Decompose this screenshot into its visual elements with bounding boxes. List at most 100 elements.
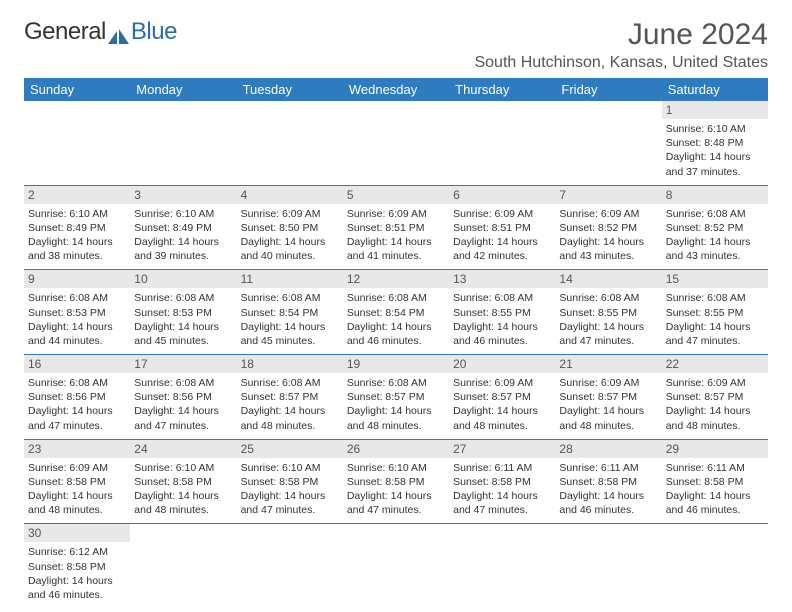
calendar-cell: 16Sunrise: 6:08 AMSunset: 8:56 PMDayligh… — [24, 355, 130, 440]
logo-text-blue: Blue — [131, 18, 177, 46]
day-details: Sunrise: 6:10 AMSunset: 8:58 PMDaylight:… — [237, 458, 343, 524]
calendar-body: ..............................1Sunrise: … — [24, 101, 768, 608]
day-details: Sunrise: 6:11 AMSunset: 8:58 PMDaylight:… — [555, 458, 661, 524]
location: South Hutchinson, Kansas, United States — [474, 54, 768, 72]
calendar-cell: 12Sunrise: 6:08 AMSunset: 8:54 PMDayligh… — [343, 270, 449, 355]
calendar-cell: 26Sunrise: 6:10 AMSunset: 8:58 PMDayligh… — [343, 439, 449, 524]
calendar-cell: ..... — [449, 524, 555, 608]
day-number: 10 — [130, 270, 236, 288]
calendar-cell: ..... — [555, 101, 661, 185]
calendar-cell: 13Sunrise: 6:08 AMSunset: 8:55 PMDayligh… — [449, 270, 555, 355]
calendar-cell: 14Sunrise: 6:08 AMSunset: 8:55 PMDayligh… — [555, 270, 661, 355]
calendar-cell: 2Sunrise: 6:10 AMSunset: 8:49 PMDaylight… — [24, 185, 130, 270]
day-details: Sunrise: 6:10 AMSunset: 8:49 PMDaylight:… — [24, 204, 130, 270]
calendar-cell: 17Sunrise: 6:08 AMSunset: 8:56 PMDayligh… — [130, 355, 236, 440]
day-number: 27 — [449, 440, 555, 458]
calendar-week-row: 23Sunrise: 6:09 AMSunset: 8:58 PMDayligh… — [24, 439, 768, 524]
day-details: Sunrise: 6:08 AMSunset: 8:54 PMDaylight:… — [343, 288, 449, 354]
day-details: Sunrise: 6:08 AMSunset: 8:57 PMDaylight:… — [343, 373, 449, 439]
calendar-cell: 23Sunrise: 6:09 AMSunset: 8:58 PMDayligh… — [24, 439, 130, 524]
calendar-table: Sunday Monday Tuesday Wednesday Thursday… — [24, 78, 768, 608]
day-number: 2 — [24, 186, 130, 204]
day-number: 13 — [449, 270, 555, 288]
day-number: 29 — [662, 440, 768, 458]
calendar-cell: 15Sunrise: 6:08 AMSunset: 8:55 PMDayligh… — [662, 270, 768, 355]
day-number: 16 — [24, 355, 130, 373]
calendar-cell: 19Sunrise: 6:08 AMSunset: 8:57 PMDayligh… — [343, 355, 449, 440]
calendar-cell: ..... — [130, 101, 236, 185]
calendar-cell: ..... — [24, 101, 130, 185]
day-number: 7 — [555, 186, 661, 204]
calendar-cell: 30Sunrise: 6:12 AMSunset: 8:58 PMDayligh… — [24, 524, 130, 608]
calendar-cell: ..... — [130, 524, 236, 608]
day-details: Sunrise: 6:08 AMSunset: 8:54 PMDaylight:… — [237, 288, 343, 354]
day-number: 26 — [343, 440, 449, 458]
day-details: Sunrise: 6:08 AMSunset: 8:56 PMDaylight:… — [24, 373, 130, 439]
calendar-cell: ..... — [343, 524, 449, 608]
weekday-header: Sunday — [24, 78, 130, 101]
day-number: 25 — [237, 440, 343, 458]
title-block: June 2024 South Hutchinson, Kansas, Unit… — [474, 18, 768, 72]
day-number: 20 — [449, 355, 555, 373]
day-number: 1 — [662, 101, 768, 119]
calendar-cell: 18Sunrise: 6:08 AMSunset: 8:57 PMDayligh… — [237, 355, 343, 440]
day-number: 14 — [555, 270, 661, 288]
day-number: 19 — [343, 355, 449, 373]
day-details: Sunrise: 6:09 AMSunset: 8:57 PMDaylight:… — [449, 373, 555, 439]
calendar-cell: 7Sunrise: 6:09 AMSunset: 8:52 PMDaylight… — [555, 185, 661, 270]
calendar-week-row: 30Sunrise: 6:12 AMSunset: 8:58 PMDayligh… — [24, 524, 768, 608]
calendar-cell: ..... — [662, 524, 768, 608]
day-number: 22 — [662, 355, 768, 373]
weekday-header: Thursday — [449, 78, 555, 101]
calendar-week-row: 16Sunrise: 6:08 AMSunset: 8:56 PMDayligh… — [24, 355, 768, 440]
calendar-week-row: 9Sunrise: 6:08 AMSunset: 8:53 PMDaylight… — [24, 270, 768, 355]
calendar-cell: 29Sunrise: 6:11 AMSunset: 8:58 PMDayligh… — [662, 439, 768, 524]
day-number: 23 — [24, 440, 130, 458]
weekday-header: Saturday — [662, 78, 768, 101]
day-number: 15 — [662, 270, 768, 288]
day-details: Sunrise: 6:09 AMSunset: 8:50 PMDaylight:… — [237, 204, 343, 270]
day-details: Sunrise: 6:09 AMSunset: 8:51 PMDaylight:… — [343, 204, 449, 270]
calendar-cell: 21Sunrise: 6:09 AMSunset: 8:57 PMDayligh… — [555, 355, 661, 440]
calendar-week-row: ..............................1Sunrise: … — [24, 101, 768, 185]
calendar-cell: ..... — [555, 524, 661, 608]
day-details: Sunrise: 6:11 AMSunset: 8:58 PMDaylight:… — [449, 458, 555, 524]
day-number: 3 — [130, 186, 236, 204]
weekday-header-row: Sunday Monday Tuesday Wednesday Thursday… — [24, 78, 768, 101]
day-details: Sunrise: 6:09 AMSunset: 8:57 PMDaylight:… — [662, 373, 768, 439]
calendar-cell: 28Sunrise: 6:11 AMSunset: 8:58 PMDayligh… — [555, 439, 661, 524]
day-details: Sunrise: 6:08 AMSunset: 8:56 PMDaylight:… — [130, 373, 236, 439]
day-number: 8 — [662, 186, 768, 204]
weekday-header: Friday — [555, 78, 661, 101]
day-details: Sunrise: 6:11 AMSunset: 8:58 PMDaylight:… — [662, 458, 768, 524]
day-details: Sunrise: 6:08 AMSunset: 8:53 PMDaylight:… — [130, 288, 236, 354]
calendar-cell: 27Sunrise: 6:11 AMSunset: 8:58 PMDayligh… — [449, 439, 555, 524]
calendar-cell: ..... — [449, 101, 555, 185]
calendar-cell: 20Sunrise: 6:09 AMSunset: 8:57 PMDayligh… — [449, 355, 555, 440]
day-details: Sunrise: 6:08 AMSunset: 8:52 PMDaylight:… — [662, 204, 768, 270]
day-details: Sunrise: 6:09 AMSunset: 8:58 PMDaylight:… — [24, 458, 130, 524]
day-details: Sunrise: 6:08 AMSunset: 8:57 PMDaylight:… — [237, 373, 343, 439]
day-details: Sunrise: 6:09 AMSunset: 8:52 PMDaylight:… — [555, 204, 661, 270]
day-number: 12 — [343, 270, 449, 288]
weekday-header: Monday — [130, 78, 236, 101]
day-details: Sunrise: 6:10 AMSunset: 8:58 PMDaylight:… — [130, 458, 236, 524]
weekday-header: Wednesday — [343, 78, 449, 101]
day-number: 18 — [237, 355, 343, 373]
day-number: 6 — [449, 186, 555, 204]
day-number: 24 — [130, 440, 236, 458]
sail-icon — [108, 24, 130, 40]
day-details: Sunrise: 6:10 AMSunset: 8:58 PMDaylight:… — [343, 458, 449, 524]
day-details: Sunrise: 6:10 AMSunset: 8:48 PMDaylight:… — [662, 119, 768, 185]
day-number: 4 — [237, 186, 343, 204]
weekday-header: Tuesday — [237, 78, 343, 101]
calendar-cell: 4Sunrise: 6:09 AMSunset: 8:50 PMDaylight… — [237, 185, 343, 270]
calendar-cell: 22Sunrise: 6:09 AMSunset: 8:57 PMDayligh… — [662, 355, 768, 440]
day-number: 21 — [555, 355, 661, 373]
day-details: Sunrise: 6:09 AMSunset: 8:51 PMDaylight:… — [449, 204, 555, 270]
calendar-cell: 24Sunrise: 6:10 AMSunset: 8:58 PMDayligh… — [130, 439, 236, 524]
header: General Blue June 2024 South Hutchinson,… — [24, 18, 768, 72]
day-details: Sunrise: 6:08 AMSunset: 8:53 PMDaylight:… — [24, 288, 130, 354]
day-details: Sunrise: 6:08 AMSunset: 8:55 PMDaylight:… — [449, 288, 555, 354]
day-number: 9 — [24, 270, 130, 288]
